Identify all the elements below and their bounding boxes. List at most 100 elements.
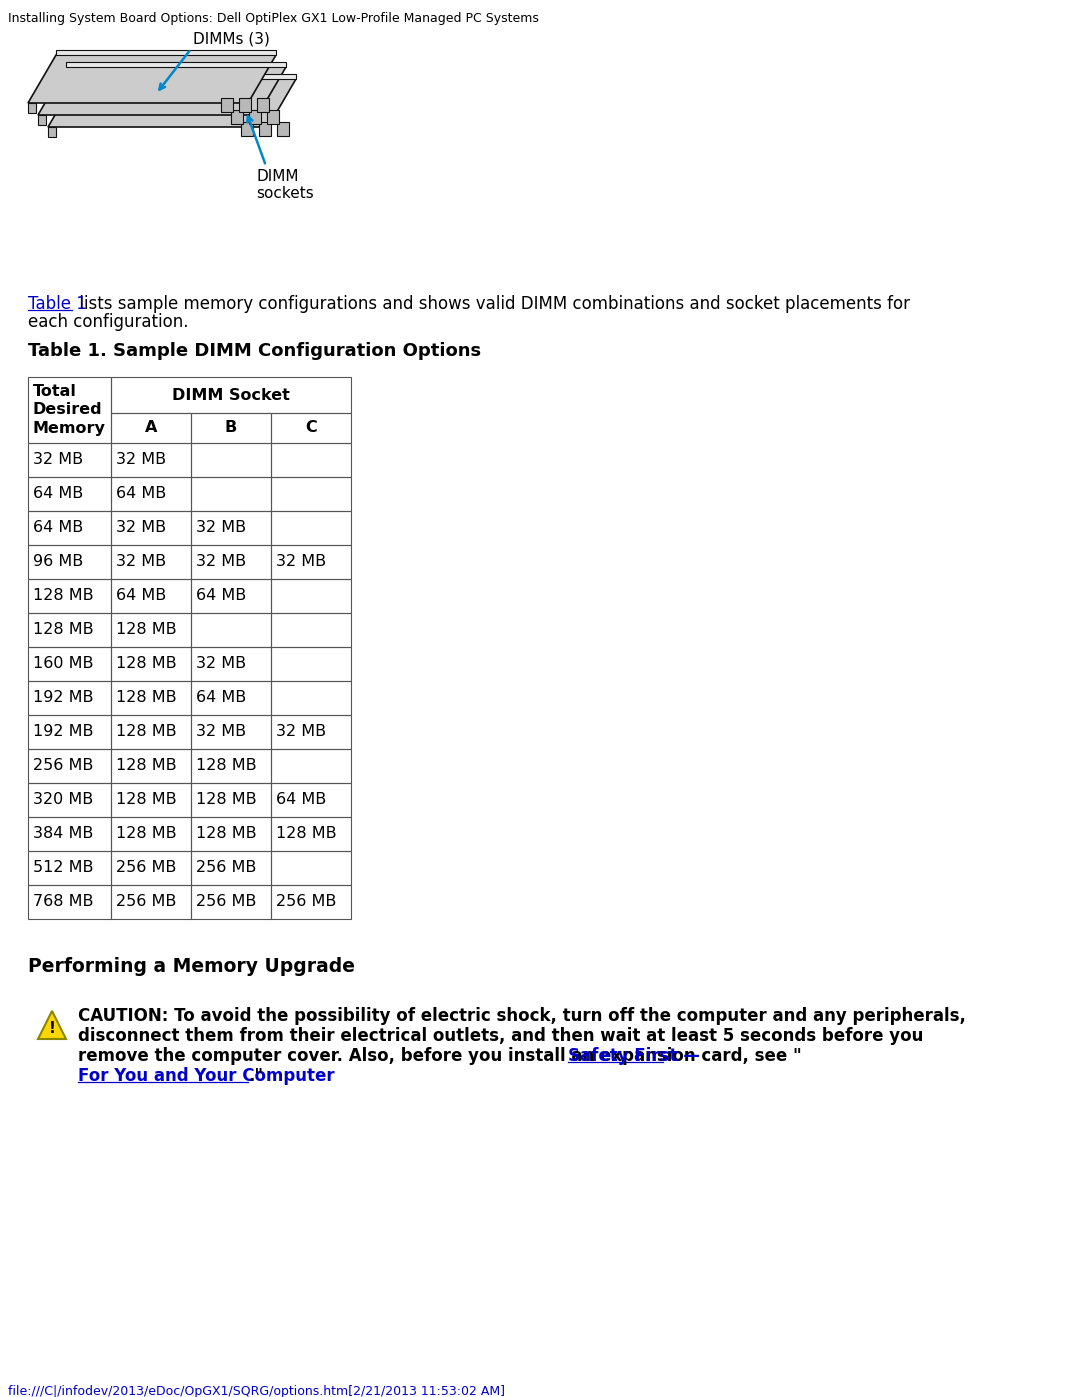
Polygon shape [56,50,276,54]
Bar [191,680,271,715]
Text: 128 MB: 128 MB [195,759,257,774]
Bar [28,749,111,782]
Text: 256 MB: 256 MB [116,894,176,909]
Bar [191,647,271,680]
Bar [111,886,191,919]
Polygon shape [28,54,276,103]
Text: 128 MB: 128 MB [116,690,177,705]
Polygon shape [38,115,46,124]
Bar [191,886,271,919]
Text: 128 MB: 128 MB [195,827,257,841]
Text: 64 MB: 64 MB [195,690,246,705]
Bar [191,613,271,647]
Text: 64 MB: 64 MB [33,486,83,502]
Bar [111,749,191,782]
Text: 128 MB: 128 MB [195,792,257,807]
Bar [28,715,111,749]
Text: DIMMs (3): DIMMs (3) [193,32,270,47]
Text: Table 1. Sample DIMM Configuration Options: Table 1. Sample DIMM Configuration Optio… [28,342,481,360]
Bar [191,715,271,749]
Polygon shape [221,98,233,112]
Bar [28,886,111,919]
Text: 32 MB: 32 MB [116,453,166,468]
Text: CAUTION: To avoid the possibility of electric shock, turn off the computer and a: CAUTION: To avoid the possibility of ele… [78,1007,966,1025]
Bar [111,377,351,414]
Bar [271,886,351,919]
Bar [111,511,191,545]
Text: 192 MB: 192 MB [33,725,94,739]
Text: 64 MB: 64 MB [195,588,246,604]
Polygon shape [38,67,286,115]
Text: DIMM Socket: DIMM Socket [172,387,289,402]
Bar [28,377,111,443]
Text: 32 MB: 32 MB [276,555,326,570]
Text: 160 MB: 160 MB [33,657,94,672]
Polygon shape [267,110,279,124]
Text: remove the computer cover. Also, before you install an expansion card, see ": remove the computer cover. Also, before … [78,1046,801,1065]
Polygon shape [76,74,296,80]
Bar [111,680,191,715]
Bar [28,578,111,613]
Bar [271,443,351,476]
Bar [191,817,271,851]
Bar [111,851,191,886]
Bar [111,613,191,647]
Text: 256 MB: 256 MB [195,861,256,876]
Text: C: C [306,420,316,436]
Bar [191,851,271,886]
Text: !: ! [49,1021,55,1035]
Text: 128 MB: 128 MB [33,588,94,604]
Polygon shape [48,80,296,127]
Polygon shape [257,98,269,112]
Bar [191,749,271,782]
Bar [271,414,351,443]
Text: 256 MB: 256 MB [116,861,176,876]
Text: Installing System Board Options: Dell OptiPlex GX1 Low-Profile Managed PC System: Installing System Board Options: Dell Op… [8,13,539,25]
Polygon shape [28,103,36,113]
Text: 96 MB: 96 MB [33,555,83,570]
Text: 512 MB: 512 MB [33,861,94,876]
Text: 128 MB: 128 MB [116,759,177,774]
Bar [271,749,351,782]
Bar [271,476,351,511]
Bar [28,817,111,851]
Text: 128 MB: 128 MB [276,827,337,841]
Text: 64 MB: 64 MB [33,521,83,535]
Bar [28,647,111,680]
Text: 32 MB: 32 MB [116,555,166,570]
Text: 64 MB: 64 MB [116,486,166,502]
Bar [191,414,271,443]
Bar [28,613,111,647]
Text: Safety First —: Safety First — [568,1046,700,1065]
Bar [111,443,191,476]
Bar [111,476,191,511]
Text: 128 MB: 128 MB [116,623,177,637]
Bar [271,715,351,749]
Text: DIMM
sockets: DIMM sockets [256,169,314,201]
Text: 32 MB: 32 MB [195,657,246,672]
Bar [271,613,351,647]
Bar [28,851,111,886]
Text: 256 MB: 256 MB [33,759,93,774]
Text: 128 MB: 128 MB [116,792,177,807]
Polygon shape [259,122,271,136]
Polygon shape [231,110,243,124]
Bar [28,443,111,476]
Polygon shape [241,122,253,136]
Bar [28,511,111,545]
Bar [191,545,271,578]
Polygon shape [249,110,261,124]
Bar [111,715,191,749]
Text: 32 MB: 32 MB [116,521,166,535]
Bar [111,782,191,817]
Bar [111,414,191,443]
Bar [191,443,271,476]
Polygon shape [38,1011,66,1039]
Bar [28,680,111,715]
Bar [111,545,191,578]
Text: Total
Desired
Memory: Total Desired Memory [33,384,106,436]
Bar [271,680,351,715]
Bar [191,511,271,545]
Bar [271,851,351,886]
Text: B: B [225,420,238,436]
